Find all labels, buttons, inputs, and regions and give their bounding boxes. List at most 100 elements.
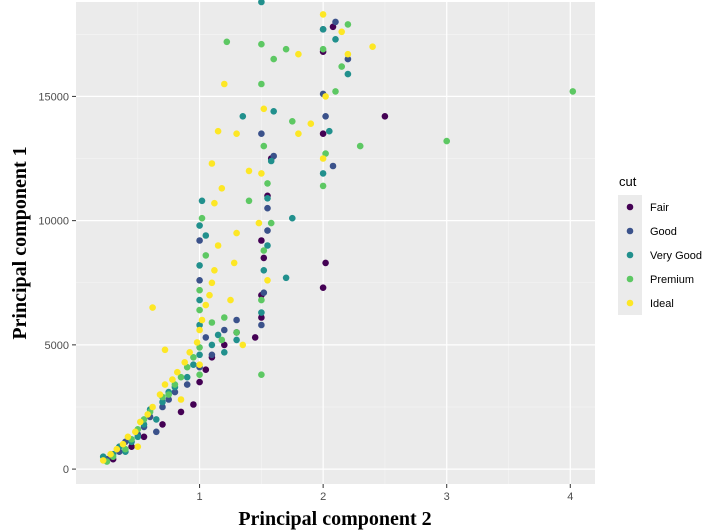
- data-point-good: [264, 227, 271, 234]
- data-point-premium: [223, 38, 231, 46]
- data-point-very-good: [202, 232, 210, 239]
- data-point-ideal: [208, 160, 216, 167]
- data-point-good: [208, 351, 216, 359]
- data-point-very-good: [264, 242, 271, 249]
- data-point-premium: [183, 363, 191, 371]
- data-point-premium: [270, 55, 278, 63]
- data-point-ideal: [319, 11, 327, 18]
- data-point-fair: [196, 378, 203, 386]
- data-point-very-good: [196, 222, 203, 229]
- data-point-ideal: [198, 316, 206, 324]
- data-point-very-good: [196, 351, 203, 359]
- data-point-ideal: [161, 346, 169, 354]
- data-point-good: [270, 152, 278, 160]
- data-point-ideal: [214, 242, 222, 249]
- data-point-good: [221, 326, 228, 334]
- data-point-ideal: [233, 229, 240, 237]
- data-point-premium: [202, 252, 210, 259]
- data-point-premium: [319, 182, 327, 190]
- data-point-good: [183, 381, 191, 388]
- plot-panel: [76, 2, 595, 484]
- data-point-very-good: [183, 373, 191, 381]
- data-point-fair: [258, 314, 265, 321]
- legend-swatch-very-good: [626, 251, 634, 259]
- data-point-fair: [128, 443, 135, 451]
- legend: cut Fair Good Very Good Premium Ideal: [618, 174, 702, 315]
- data-point-very-good: [214, 331, 222, 339]
- data-point-very-good: [198, 197, 206, 205]
- legend-label-very-good: Very Good: [650, 250, 702, 262]
- data-point-ideal: [149, 403, 156, 411]
- data-point-ideal: [239, 341, 247, 349]
- data-point-ideal: [307, 120, 315, 127]
- legend-label-good: Good: [650, 226, 677, 238]
- data-point-very-good: [233, 336, 240, 344]
- data-point-ideal: [206, 291, 213, 299]
- data-point-ideal: [264, 277, 271, 284]
- data-point-fair: [319, 130, 327, 137]
- data-point-premium: [221, 314, 228, 321]
- data-point-ideal: [134, 443, 142, 451]
- data-point-very-good: [282, 274, 290, 282]
- data-point-ideal: [322, 93, 329, 100]
- data-point-ideal: [193, 339, 201, 346]
- y-tick-label: 15000: [38, 91, 69, 103]
- data-point-premium: [267, 219, 275, 227]
- data-point-good: [196, 237, 203, 244]
- data-point-ideal: [124, 433, 132, 441]
- data-point-good: [329, 162, 337, 170]
- data-point-ideal: [218, 185, 226, 192]
- data-point-fair: [202, 366, 210, 374]
- data-point-ideal: [149, 304, 156, 311]
- data-point-very-good: [258, 309, 265, 316]
- data-point-very-good: [159, 398, 166, 406]
- data-point-good: [258, 321, 265, 329]
- data-point-very-good: [267, 157, 275, 165]
- data-point-ideal: [174, 368, 181, 376]
- data-point-ideal: [202, 301, 210, 309]
- data-point-very-good: [196, 321, 203, 329]
- data-point-ideal: [344, 50, 352, 58]
- data-point-very-good: [134, 433, 142, 441]
- data-point-ideal: [245, 167, 253, 175]
- data-point-ideal: [99, 457, 107, 464]
- data-point-premium: [443, 137, 451, 145]
- legend-swatch-premium: [626, 275, 634, 283]
- data-point-ideal: [227, 296, 234, 304]
- data-point-ideal: [258, 170, 265, 177]
- data-point-very-good: [208, 341, 216, 349]
- data-point-fair: [322, 259, 329, 267]
- data-point-premium: [332, 88, 339, 95]
- data-point-good: [322, 113, 329, 120]
- data-point-ideal: [161, 381, 169, 388]
- data-point-premium: [289, 118, 296, 125]
- data-point-fair: [221, 341, 228, 349]
- data-point-ideal: [295, 130, 302, 137]
- data-point-ideal: [338, 28, 346, 36]
- data-point-good: [202, 334, 210, 341]
- data-point-ideal: [233, 130, 240, 137]
- data-point-ideal: [214, 127, 222, 135]
- data-point-premium: [196, 344, 203, 351]
- data-point-ideal: [177, 396, 185, 403]
- data-point-premium: [122, 445, 129, 453]
- data-point-fair: [381, 113, 389, 120]
- y-tick-label: 5000: [45, 340, 69, 352]
- data-point-premium: [258, 296, 265, 304]
- data-point-good: [260, 289, 268, 297]
- data-point-premium: [198, 214, 206, 222]
- legend-swatch-fair: [626, 203, 634, 211]
- data-point-good: [233, 316, 240, 324]
- legend-label-premium: Premium: [650, 274, 694, 286]
- x-tick-label: 4: [567, 491, 573, 503]
- data-point-very-good: [319, 26, 327, 33]
- x-tick-label: 1: [197, 491, 203, 503]
- y-tick-label: 10000: [38, 216, 69, 228]
- data-point-fair: [329, 23, 337, 31]
- data-point-ideal: [119, 440, 127, 448]
- data-point-premium: [177, 373, 185, 381]
- data-point-very-good: [270, 108, 278, 115]
- data-point-fair: [159, 421, 166, 428]
- data-point-premium: [260, 247, 268, 254]
